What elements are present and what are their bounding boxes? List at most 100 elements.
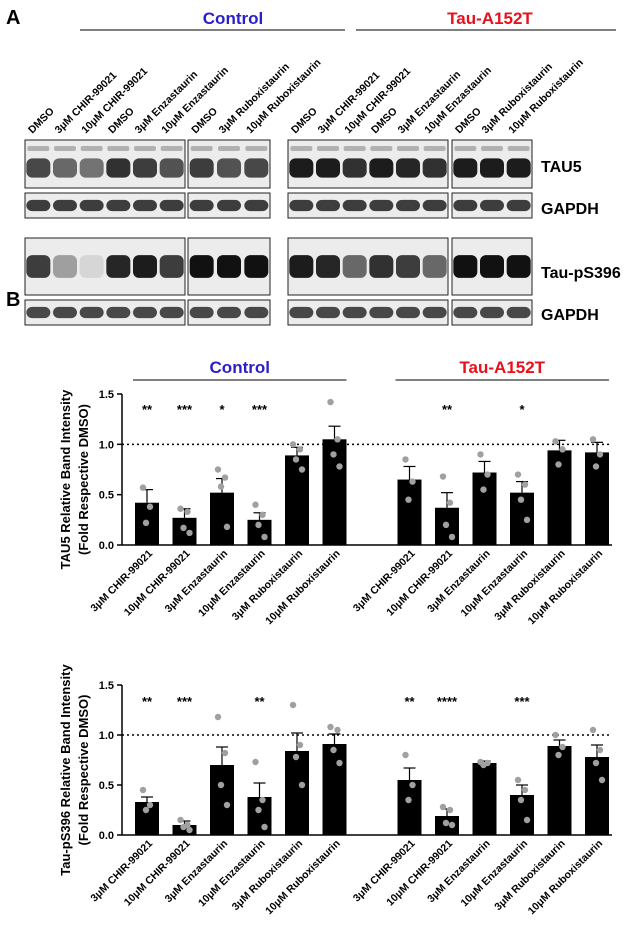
blot-box xyxy=(287,237,449,296)
data-point xyxy=(514,471,522,478)
data-point xyxy=(142,806,150,814)
blot-band xyxy=(396,306,420,319)
blot-band xyxy=(189,199,214,212)
x-tick-label: 10μM Enzastaurin xyxy=(459,838,531,910)
data-point xyxy=(255,521,262,529)
x-tick-label: 10μM CHIR-99021 xyxy=(384,548,455,619)
bar xyxy=(585,757,609,835)
data-point xyxy=(448,533,456,541)
data-point xyxy=(596,746,604,754)
data-point xyxy=(598,776,606,784)
blot-band xyxy=(342,158,367,178)
blot-band xyxy=(190,146,213,151)
blot-band xyxy=(369,255,394,278)
bar xyxy=(135,802,159,835)
data-point xyxy=(261,533,268,541)
x-tick-label: 10μM Ruboxistaurin xyxy=(263,548,342,627)
data-point xyxy=(259,796,266,804)
data-point xyxy=(552,438,559,445)
blot-band xyxy=(159,199,184,212)
data-point xyxy=(177,505,184,512)
blot-band xyxy=(189,158,214,178)
data-point xyxy=(336,463,343,470)
data-point xyxy=(146,503,154,510)
data-point xyxy=(555,751,562,759)
data-point xyxy=(214,713,222,721)
blot-band xyxy=(189,255,214,278)
blot-band xyxy=(244,255,269,278)
blot-band xyxy=(369,306,394,319)
data-point xyxy=(559,743,566,751)
data-point xyxy=(442,819,450,827)
blot-band xyxy=(453,306,478,319)
data-point xyxy=(521,786,529,794)
blot-band xyxy=(53,199,77,212)
blot-band xyxy=(453,199,478,212)
blot-box xyxy=(287,139,449,189)
blot-band xyxy=(159,158,184,178)
data-point xyxy=(146,801,154,809)
blot-band xyxy=(133,306,157,319)
blot-band xyxy=(244,199,269,212)
data-point xyxy=(521,481,529,488)
blot-band xyxy=(289,306,314,319)
panel-label: B xyxy=(6,289,20,311)
y-tick-label: 0.5 xyxy=(99,780,114,792)
y-tick-label: 1.5 xyxy=(99,680,114,692)
blot-band xyxy=(27,146,50,151)
y-tick-label: 0.0 xyxy=(99,830,114,842)
blot-band xyxy=(369,158,394,178)
blot-band xyxy=(217,158,241,178)
blot-band xyxy=(289,199,314,212)
x-tick-label: 10μM Enzastaurin xyxy=(196,548,268,620)
blot-band xyxy=(481,146,503,151)
blot-band xyxy=(396,255,420,278)
panel-label: A xyxy=(6,7,20,29)
blot-band xyxy=(423,146,446,151)
blot-band xyxy=(480,158,504,178)
significance: * xyxy=(219,402,225,417)
row-label: Tau-pS396 xyxy=(541,265,621,282)
y-tick-label: 1.5 xyxy=(99,389,114,401)
data-point xyxy=(439,803,447,811)
blot-band xyxy=(26,158,51,178)
blot-band xyxy=(316,255,340,278)
blot-band xyxy=(453,158,478,178)
blot-band xyxy=(79,199,104,212)
blot-band xyxy=(317,146,339,151)
data-point xyxy=(221,474,229,481)
significance: *** xyxy=(514,694,530,709)
blot-box xyxy=(287,192,449,219)
group-label: Control xyxy=(203,9,263,28)
blot-band xyxy=(159,255,184,278)
significance: *** xyxy=(177,402,193,417)
blot-band xyxy=(290,146,313,151)
blot-band xyxy=(26,255,51,278)
bar xyxy=(285,455,309,545)
significance: * xyxy=(519,402,525,417)
data-point xyxy=(327,723,334,731)
blot-band xyxy=(453,255,478,278)
significance: ** xyxy=(142,694,153,709)
data-point xyxy=(330,746,337,754)
lane-label: DMSO xyxy=(453,105,484,136)
blot-band xyxy=(79,255,104,278)
blot-band xyxy=(106,158,131,178)
x-tick-label: 3μM CHIR-99021 xyxy=(88,838,155,905)
data-point xyxy=(409,781,416,789)
blot-band xyxy=(316,158,340,178)
blot-band xyxy=(422,158,447,178)
lane-label: DMSO xyxy=(289,105,320,136)
blot-band xyxy=(480,199,504,212)
data-point xyxy=(223,801,231,809)
blot-band xyxy=(189,306,214,319)
data-point xyxy=(292,753,300,761)
blot-band xyxy=(26,306,51,319)
data-point xyxy=(442,521,450,529)
blot-band xyxy=(506,158,531,178)
data-point xyxy=(255,806,262,814)
data-point xyxy=(592,759,600,767)
blot-band xyxy=(217,199,241,212)
blot-band xyxy=(217,306,241,319)
x-tick-label: 10μM Enzastaurin xyxy=(459,548,531,620)
